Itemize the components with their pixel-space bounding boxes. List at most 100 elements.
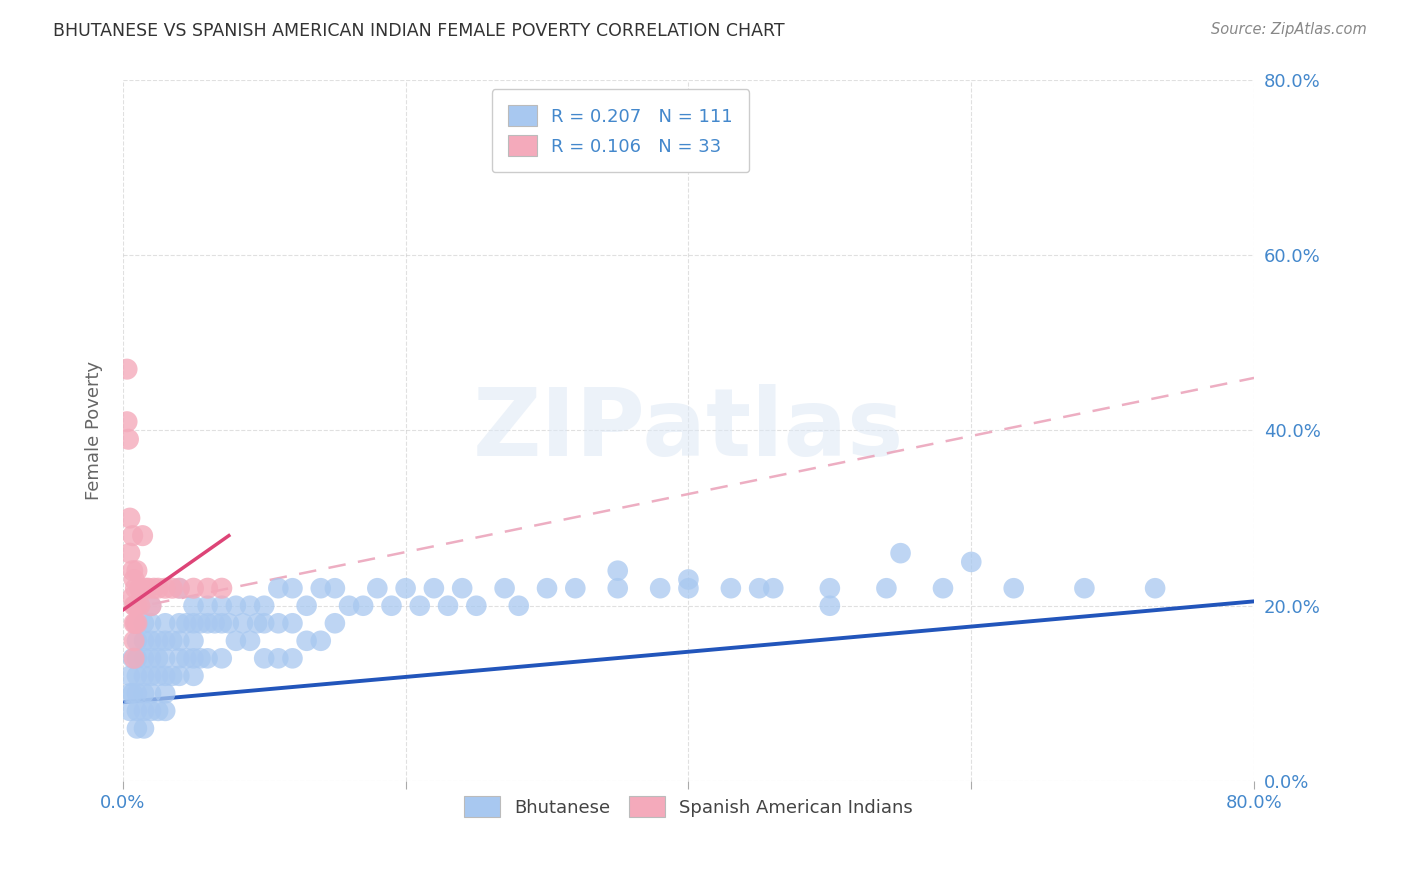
Point: [162, 669, 184, 683]
Text: Source: ZipAtlas.com: Source: ZipAtlas.com: [1211, 22, 1367, 37]
Point: [125, 651, 148, 665]
Point: [197, 599, 219, 613]
Point: [132, 633, 155, 648]
Point: [132, 704, 155, 718]
Point: [153, 704, 176, 718]
Y-axis label: Female Poverty: Female Poverty: [86, 361, 103, 500]
Point: [225, 599, 247, 613]
Point: [118, 511, 141, 525]
Point: [125, 669, 148, 683]
Point: [125, 633, 148, 648]
Point: [139, 686, 162, 700]
Point: [239, 633, 262, 648]
Point: [183, 669, 205, 683]
Point: [162, 633, 184, 648]
Point: [267, 616, 290, 631]
Point: [818, 599, 841, 613]
Point: [267, 651, 290, 665]
Point: [176, 651, 198, 665]
Point: [139, 704, 162, 718]
Point: [239, 599, 262, 613]
Point: [281, 616, 304, 631]
Point: [197, 581, 219, 595]
Point: [394, 581, 416, 595]
Point: [423, 581, 446, 595]
Point: [117, 432, 139, 446]
Point: [253, 616, 276, 631]
Point: [875, 581, 897, 595]
Point: [115, 362, 138, 376]
Point: [124, 616, 146, 631]
Point: [564, 581, 586, 595]
Point: [122, 616, 145, 631]
Point: [139, 651, 162, 665]
Point: [169, 651, 191, 665]
Point: [678, 581, 700, 595]
Point: [139, 599, 162, 613]
Point: [183, 633, 205, 648]
Point: [128, 581, 150, 595]
Point: [124, 581, 146, 595]
Point: [197, 616, 219, 631]
Point: [124, 599, 146, 613]
Point: [121, 686, 143, 700]
Point: [128, 599, 150, 613]
Point: [121, 564, 143, 578]
Point: [323, 581, 346, 595]
Point: [115, 415, 138, 429]
Point: [465, 599, 488, 613]
Point: [204, 616, 226, 631]
Point: [153, 651, 176, 665]
Point: [890, 546, 912, 560]
Point: [121, 528, 143, 542]
Point: [1002, 581, 1025, 595]
Point: [132, 651, 155, 665]
Point: [409, 599, 432, 613]
Point: [225, 633, 247, 648]
Point: [295, 599, 318, 613]
Point: [818, 581, 841, 595]
Point: [132, 669, 155, 683]
Point: [169, 581, 191, 595]
Point: [132, 616, 155, 631]
Point: [146, 704, 169, 718]
Point: [932, 581, 955, 595]
Point: [190, 616, 212, 631]
Point: [748, 581, 770, 595]
Point: [1073, 581, 1095, 595]
Point: [211, 651, 233, 665]
Point: [323, 616, 346, 631]
Point: [606, 581, 628, 595]
Point: [494, 581, 516, 595]
Point: [183, 599, 205, 613]
Point: [125, 722, 148, 736]
Point: [267, 581, 290, 595]
Point: [132, 686, 155, 700]
Point: [176, 616, 198, 631]
Point: [366, 581, 388, 595]
Point: [232, 616, 254, 631]
Point: [218, 616, 240, 631]
Point: [125, 564, 148, 578]
Point: [139, 633, 162, 648]
Point: [125, 599, 148, 613]
Legend: Bhutanese, Spanish American Indians: Bhutanese, Spanish American Indians: [457, 789, 920, 824]
Point: [211, 581, 233, 595]
Point: [960, 555, 983, 569]
Point: [139, 599, 162, 613]
Point: [451, 581, 474, 595]
Point: [190, 651, 212, 665]
Point: [142, 581, 165, 595]
Point: [197, 651, 219, 665]
Point: [183, 616, 205, 631]
Point: [169, 581, 191, 595]
Point: [169, 669, 191, 683]
Point: [253, 599, 276, 613]
Point: [146, 633, 169, 648]
Point: [309, 633, 332, 648]
Point: [253, 651, 276, 665]
Point: [246, 616, 269, 631]
Point: [125, 704, 148, 718]
Text: ZIPatlas: ZIPatlas: [472, 384, 904, 476]
Point: [153, 616, 176, 631]
